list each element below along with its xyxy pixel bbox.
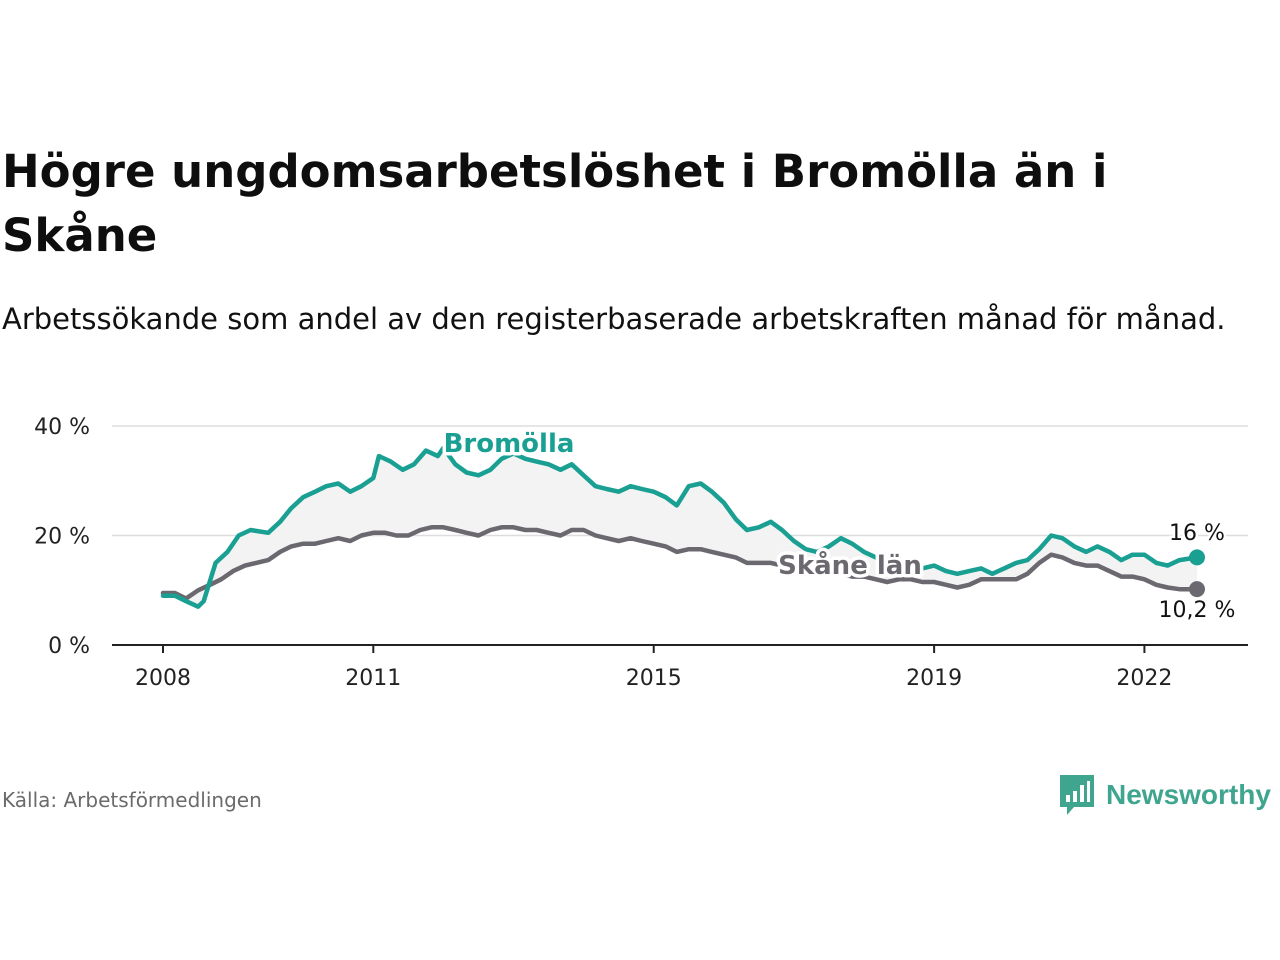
- x-tick-label: 2015: [626, 666, 682, 691]
- bromolla-end-label: 16 %: [1169, 521, 1225, 546]
- bromolla-line: [160, 445, 1200, 609]
- x-tick-label: 2011: [345, 666, 401, 691]
- skane-end-point: [1189, 581, 1205, 598]
- x-tick-label: 2019: [906, 666, 962, 691]
- skane-end-label: 10,2 %: [1159, 598, 1236, 623]
- line-chart: 0 % 20 % 40 % 2008 2011 2015 2019 2022 Bromölla…: [34, 415, 1248, 691]
- skane-label: Skåne län: [778, 549, 922, 581]
- bromolla-label: Bromölla: [444, 429, 575, 459]
- x-tick-label: 2022: [1116, 666, 1172, 691]
- skane-line: [160, 525, 1200, 601]
- source-note: Källa: Arbetsförmedlingen: [2, 788, 262, 812]
- y-tick-label: 20 %: [34, 525, 90, 550]
- chart-subtitle: Arbetssökande som andel av den registerb…: [2, 302, 1226, 336]
- bromolla-end-point: [1189, 549, 1205, 566]
- brand-logo[interactable]: Newsworthy: [1058, 772, 1271, 818]
- x-tick-label: 2008: [135, 666, 191, 691]
- difference-band: [163, 447, 1197, 607]
- chart-title: Högre ungdomsarbetslöshet i Bromölla än …: [2, 145, 1108, 262]
- y-tick-label: 40 %: [34, 415, 90, 440]
- y-tick-label: 0 %: [48, 634, 90, 659]
- axes: 0 % 20 % 40 % 2008 2011 2015 2019 2022: [34, 415, 1248, 691]
- series-labels: Bromölla Skåne län 16 % 10,2 %: [440, 426, 1238, 626]
- brand-name: Newsworthy: [1106, 779, 1271, 810]
- newsworthy-logo-icon: [1060, 775, 1094, 815]
- series-lines: [160, 445, 1205, 609]
